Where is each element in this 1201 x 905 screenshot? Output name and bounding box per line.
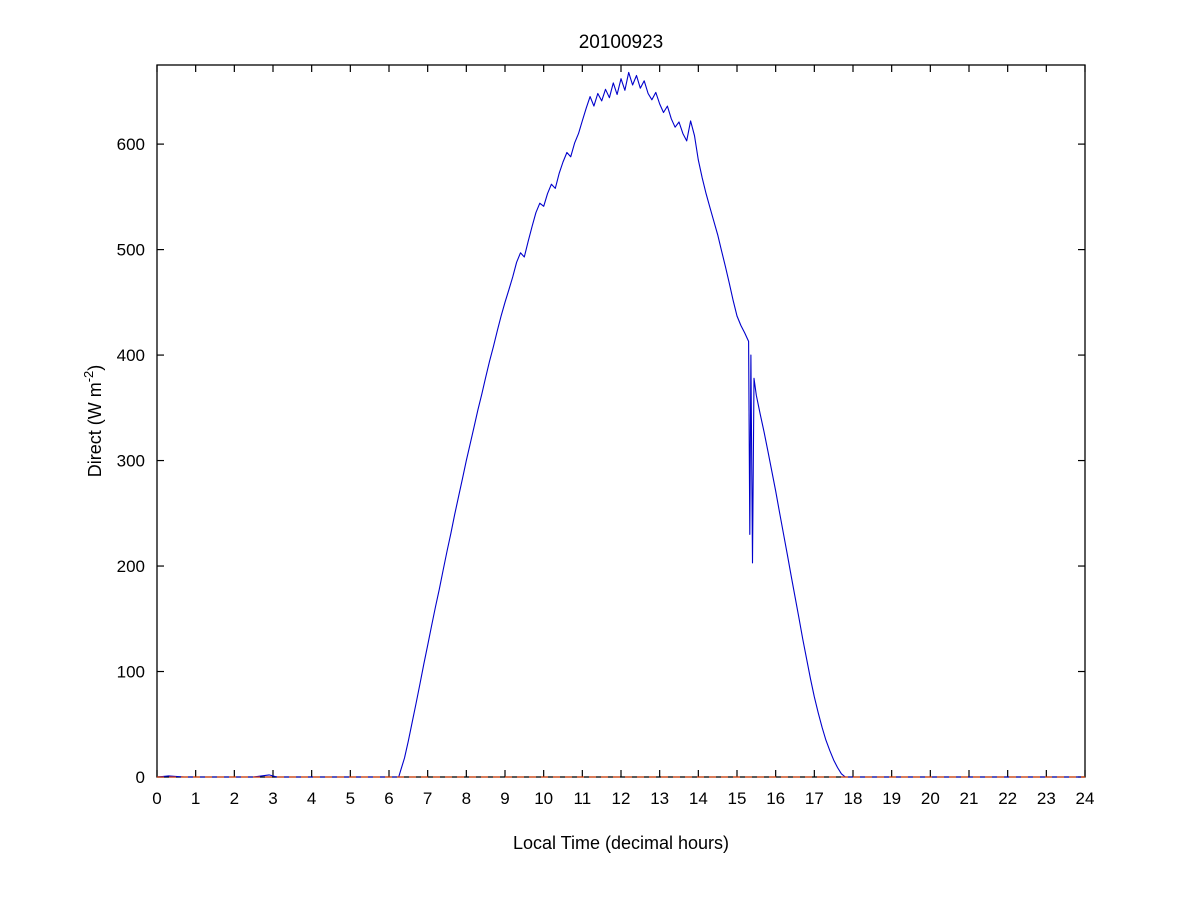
chart-title: 20100923 <box>579 32 664 53</box>
x-tick-label: 9 <box>500 789 509 808</box>
y-tick-label: 200 <box>117 557 145 576</box>
x-tick-label: 14 <box>689 789 708 808</box>
x-tick-label: 10 <box>534 789 553 808</box>
x-tick-label: 24 <box>1076 789 1095 808</box>
x-tick-label: 0 <box>152 789 161 808</box>
x-tick-label: 6 <box>384 789 393 808</box>
x-tick-label: 13 <box>650 789 669 808</box>
x-tick-label: 16 <box>766 789 785 808</box>
x-tick-label: 22 <box>998 789 1017 808</box>
x-tick-label: 11 <box>574 789 592 808</box>
x-tick-label: 23 <box>1037 789 1056 808</box>
x-tick-label: 12 <box>612 789 631 808</box>
data-series <box>156 71 1085 778</box>
x-tick-label: 15 <box>728 789 747 808</box>
y-axis-label-close: ) <box>85 365 105 371</box>
x-tick-label: 18 <box>844 789 863 808</box>
plot-axes: 0 1 2 3 4 5 6 7 8 9 10 11 12 13 14 15 16 17 18 19 20 21 22 23 24… <box>117 64 1095 808</box>
series-line-direct_irradiance <box>156 71 1085 778</box>
y-tick-label: 300 <box>117 452 145 471</box>
x-tick-label: 3 <box>268 789 277 808</box>
y-tick-label: 0 <box>136 768 145 787</box>
y-axis-label: Direct (W m-2) <box>81 365 105 478</box>
x-tick-label: 20 <box>921 789 940 808</box>
x-tick-label: 8 <box>462 789 471 808</box>
x-tick-label: 17 <box>805 789 824 808</box>
x-tick-label: 21 <box>960 789 979 808</box>
y-tick-label: 100 <box>117 663 145 682</box>
y-tick-label: 600 <box>117 135 145 154</box>
y-tick-label: 500 <box>117 241 145 260</box>
plot-box <box>156 64 1086 778</box>
x-tick-label: 5 <box>346 789 355 808</box>
x-tick-label: 7 <box>423 789 432 808</box>
y-axis-label-main: Direct (W m <box>85 382 105 477</box>
x-tick-label: 4 <box>307 789 316 808</box>
y-axis-label-sup: -2 <box>81 371 96 383</box>
x-axis-label: Local Time (decimal hours) <box>513 833 729 853</box>
x-tick-label: 1 <box>191 789 200 808</box>
x-tick-label: 2 <box>230 789 239 808</box>
x-tick-label: 19 <box>882 789 901 808</box>
y-tick-label: 400 <box>117 346 145 365</box>
